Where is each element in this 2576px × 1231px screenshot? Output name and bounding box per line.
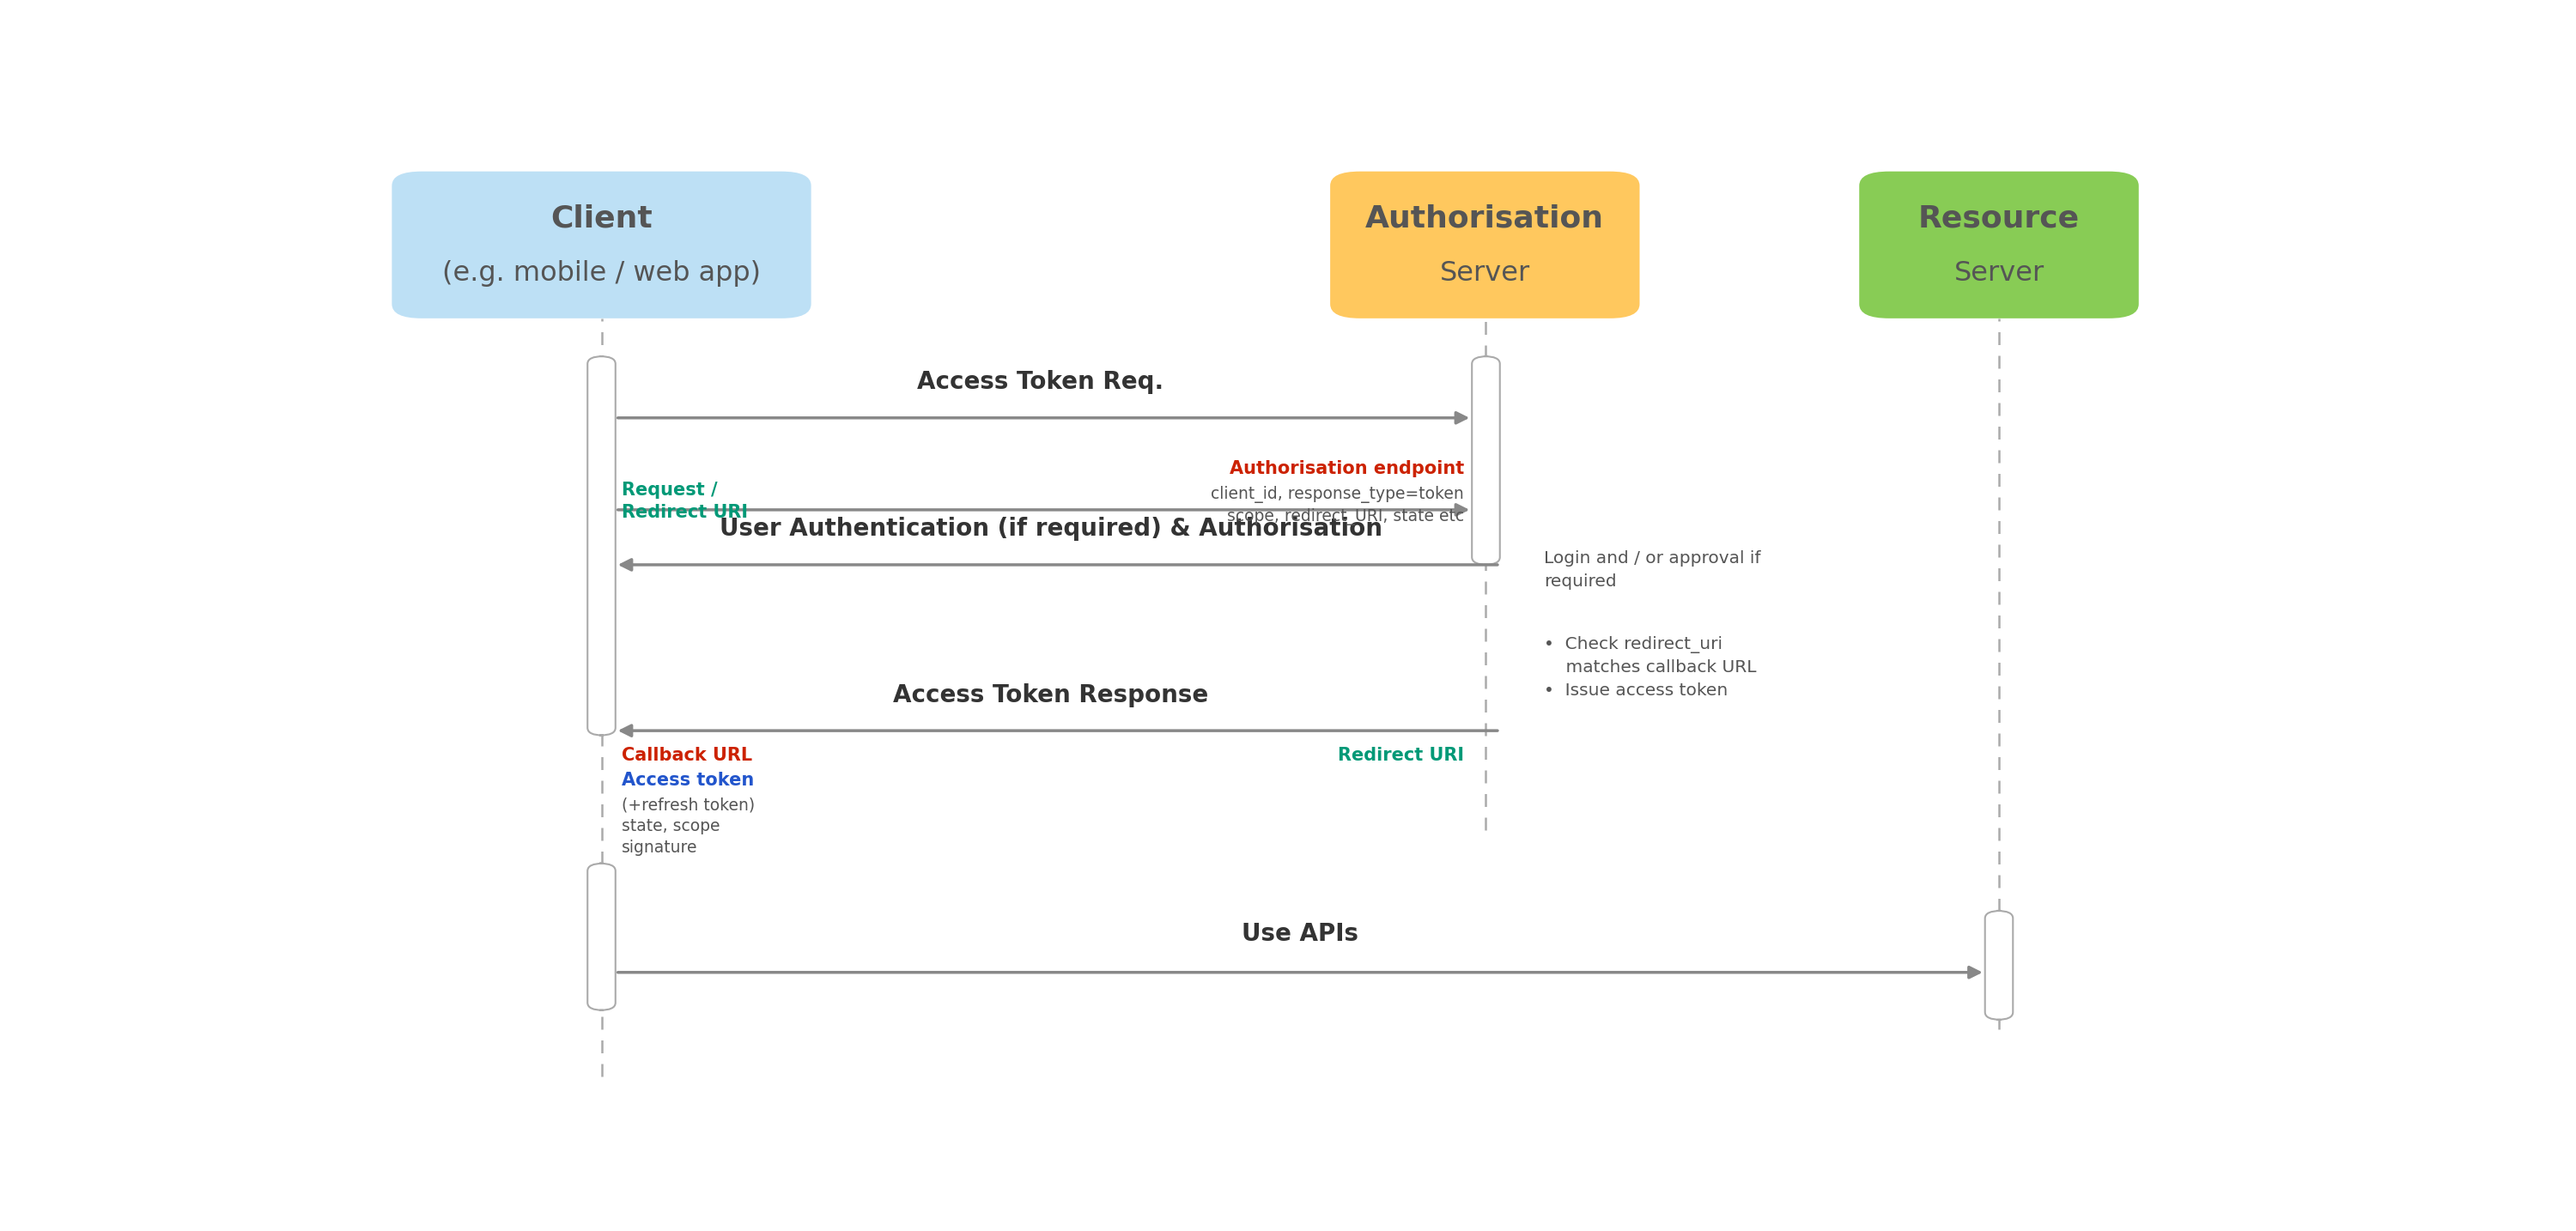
Text: User Authentication (if required) & Authorisation: User Authentication (if required) & Auth… [719,517,1383,542]
Text: Login and / or approval if
required: Login and / or approval if required [1543,550,1759,590]
Text: client_id, response_type=token
scope, redirect_URI, state etc: client_id, response_type=token scope, re… [1211,486,1463,526]
FancyBboxPatch shape [1329,171,1638,319]
Text: Redirect URI: Redirect URI [1337,747,1463,764]
Text: •  Check redirect_uri
    matches callback URL
•  Issue access token: • Check redirect_uri matches callback UR… [1543,636,1757,698]
FancyBboxPatch shape [1860,171,2138,319]
Text: Authorisation: Authorisation [1365,204,1605,233]
Text: Authorisation endpoint: Authorisation endpoint [1229,460,1463,478]
Text: Access token: Access token [621,772,755,789]
Text: (e.g. mobile / web app): (e.g. mobile / web app) [443,260,760,287]
Text: Access Token Response: Access Token Response [894,683,1208,707]
FancyBboxPatch shape [587,863,616,1011]
Text: Access Token Req.: Access Token Req. [917,371,1164,394]
Text: Use APIs: Use APIs [1242,922,1358,945]
Text: (+refresh token)
state, scope
signature: (+refresh token) state, scope signature [621,796,755,857]
FancyBboxPatch shape [1986,911,2012,1019]
FancyBboxPatch shape [392,171,811,319]
FancyBboxPatch shape [587,356,616,735]
Text: Callback URL: Callback URL [621,747,752,764]
FancyBboxPatch shape [1471,356,1499,565]
Text: Request /
Redirect URI: Request / Redirect URI [621,481,747,521]
Text: Client: Client [551,204,652,233]
Text: Server: Server [1440,260,1530,287]
Text: Resource: Resource [1919,204,2079,233]
Text: Server: Server [1953,260,2045,287]
